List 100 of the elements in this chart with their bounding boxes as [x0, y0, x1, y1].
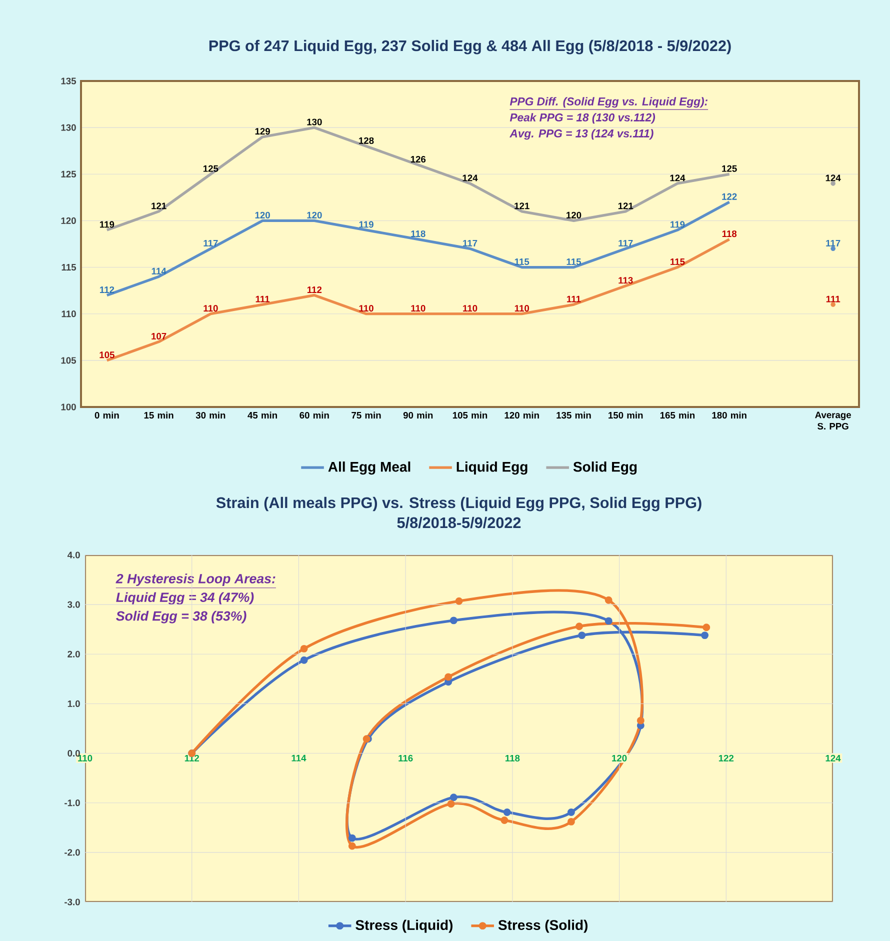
data-label: 120 [566, 212, 582, 218]
x-tick-label: 165 min [660, 412, 695, 419]
x-tick-label: 122 [718, 754, 734, 762]
data-label: 118 [411, 230, 426, 238]
point [444, 673, 452, 681]
legend-label: Stress (Solid) [498, 920, 588, 933]
x-tick-label: 116 [398, 754, 413, 762]
y-tick-label: 100 [61, 404, 76, 410]
x-tick-label: 120 min [504, 412, 539, 419]
point [701, 632, 709, 640]
y-tick-label: -3.0 [64, 898, 80, 906]
point [604, 617, 612, 625]
data-label: 129 [255, 128, 270, 135]
data-label: 105 [100, 352, 114, 358]
data-label: 111 [826, 296, 840, 302]
x-tick-label: 90 min [403, 412, 433, 419]
x-tick-label: 135 min [556, 412, 591, 419]
point [636, 716, 644, 724]
data-label: 121 [618, 202, 634, 210]
point [450, 794, 458, 802]
y-tick-label: 130 [61, 124, 76, 131]
data-label: 115 [566, 258, 582, 266]
legend-label: Solid Egg [573, 461, 637, 475]
point [348, 834, 356, 842]
data-label: 117 [826, 240, 840, 246]
data-label: 124 [670, 174, 686, 182]
point [575, 622, 583, 630]
chart-title: PPG of 247 Liquid Egg, 237 Solid Egg & 484 All Egg (5/8/2018 - 5/9/2022) [209, 40, 731, 54]
point [500, 816, 508, 824]
data-label: 119 [100, 221, 114, 228]
x-tick-label: 60 min [300, 412, 329, 419]
point [300, 644, 308, 652]
data-label: 125 [722, 165, 737, 172]
point [455, 597, 463, 605]
x-tick-label: 118 [505, 754, 520, 762]
y-tick-label: 2.0 [68, 650, 80, 658]
y-tick-label: 105 [61, 357, 76, 364]
x-tick-label: 180 min [712, 412, 746, 419]
annotation: Peak PPG = 18 (130 vs.112) [510, 113, 656, 124]
data-label: 115 [670, 258, 685, 266]
data-label: 113 [618, 277, 633, 284]
data-label: 118 [722, 230, 737, 238]
data-label: 110 [204, 304, 218, 312]
data-label: 125 [203, 165, 218, 172]
data-label: 110 [514, 304, 530, 312]
x-tick-label: 30 min [196, 412, 226, 419]
data-label: 120 [255, 212, 270, 218]
x-tick-label: 75 min [352, 412, 381, 419]
point [300, 656, 308, 664]
data-label: 112 [307, 286, 322, 293]
annotation: Liquid Egg = 34 (47%) [116, 592, 254, 605]
legend-label: Liquid Egg [456, 461, 528, 475]
data-label: 117 [618, 240, 633, 246]
y-tick-label: 1.0 [68, 700, 80, 708]
annotation: PPG Diff. (Solid Egg vs. Liquid Egg): [510, 97, 708, 108]
y-tick-label: 115 [62, 264, 76, 271]
y-tick-label: 135 [61, 78, 76, 84]
data-label: 130 [307, 118, 322, 126]
y-tick-label: 3.0 [68, 601, 80, 608]
x-tick-label: 0 min [94, 412, 119, 419]
point [503, 808, 511, 816]
legend-label: All Egg Meal [328, 461, 410, 475]
y-tick-label: -1.0 [64, 800, 80, 806]
point [702, 624, 710, 632]
data-label: 124 [462, 174, 478, 182]
point [567, 808, 575, 816]
point [578, 632, 586, 640]
y-tick-label: 120 [61, 217, 76, 224]
point [447, 800, 455, 808]
x-tick-label: 150 min [608, 412, 643, 419]
y-tick-label: -2.0 [64, 849, 80, 856]
data-label: 110 [411, 304, 426, 312]
data-label: 128 [359, 137, 374, 144]
data-label: 122 [722, 193, 737, 200]
point [348, 842, 356, 850]
data-label: 121 [152, 202, 166, 210]
data-label: 124 [826, 174, 841, 182]
data-label: 126 [410, 156, 426, 163]
annotation: 2 Hysteresis Loop Areas: [116, 574, 276, 586]
chart-subtitle: 5/8/2018-5/9/2022 [397, 516, 521, 528]
data-label: 115 [514, 258, 530, 266]
data-label: 110 [463, 304, 478, 312]
x-tick-label: 114 [292, 754, 306, 762]
legend-label: Stress (Liquid) [356, 920, 452, 933]
data-label: 117 [204, 240, 218, 246]
point [567, 818, 575, 826]
annotation: Avg. PPG = 13 (124 vs.111) [509, 129, 654, 140]
y-tick-label: 110 [62, 310, 76, 318]
data-label: 110 [359, 304, 374, 312]
data-label: 112 [100, 286, 114, 293]
x-tick-label: Average S. PPG [815, 412, 851, 430]
data-label: 117 [463, 240, 478, 246]
point [604, 596, 612, 604]
data-label: 114 [152, 268, 166, 274]
chart-title: Strain (All meals PPG) vs. Stress (Liquid Egg PPG, Solid Egg PPG) [216, 496, 702, 512]
data-label: 121 [514, 202, 530, 210]
data-label: 119 [359, 221, 374, 228]
x-tick-label: 120 [612, 754, 627, 762]
annotation: Solid Egg = 38 (53%) [116, 610, 246, 624]
x-tick-label: 110 [78, 754, 92, 762]
